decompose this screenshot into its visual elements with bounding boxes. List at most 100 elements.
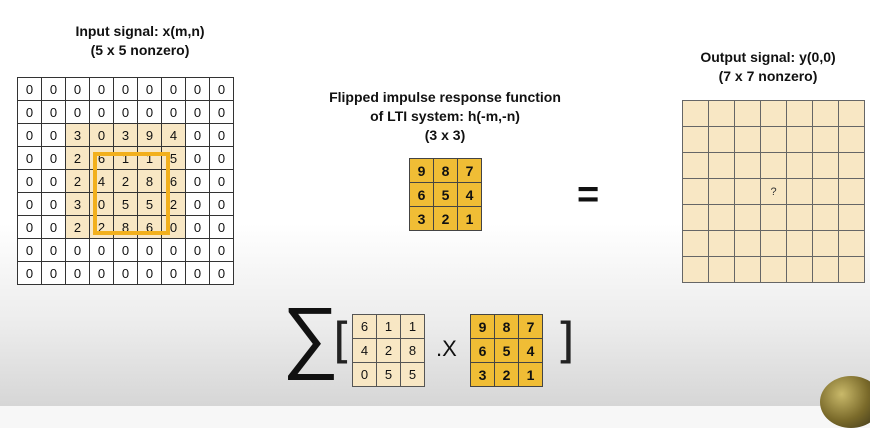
output-cell [787,257,813,283]
patch_grid-cell: 8 [401,339,425,363]
kernel_grid-cell: 6 [471,339,495,363]
input_grid-cell: 0 [138,239,162,262]
input_grid-cell: 0 [90,78,114,101]
output-cell [735,153,761,179]
output-cell [787,101,813,127]
output-cell [813,153,839,179]
kernel_grid-cell: 1 [519,363,543,387]
input_grid-cell: 0 [114,262,138,285]
patch_grid-row: 428 [353,339,425,363]
input_grid-cell: 0 [210,170,234,193]
input_grid-cell: 0 [18,262,42,285]
output-cell [683,127,709,153]
input_grid-cell: 0 [162,262,186,285]
input_grid-cell: 0 [42,78,66,101]
kernel_grid-cell: 7 [519,315,543,339]
output-cell [787,153,813,179]
kernel_grid-cell: 8 [495,315,519,339]
input_grid-cell: 0 [66,101,90,124]
input_grid-cell: 0 [186,78,210,101]
kernel_grid-cell: 5 [434,183,458,207]
right-bracket: ] [556,313,575,369]
output-cell [683,231,709,257]
output-cell [813,231,839,257]
input_grid-cell: 0 [186,147,210,170]
output-cell [683,101,709,127]
output-cell [787,205,813,231]
input_grid-cell: 0 [18,78,42,101]
input_grid-cell: 0 [210,239,234,262]
input_grid-cell: 0 [42,124,66,147]
output-grid: ? [682,100,865,283]
input_grid-cell: 0 [42,101,66,124]
patch_grid-cell: 5 [377,363,401,387]
input_grid-cell: 0 [186,262,210,285]
input_grid-cell: 0 [90,239,114,262]
input_grid-cell: 0 [18,170,42,193]
output-title: Output signal: y(0,0) (7 x 7 nonzero) [668,48,868,86]
output-cell [839,127,865,153]
output-cell [761,127,787,153]
patch_grid-cell: 1 [401,315,425,339]
kernel_grid-row: 321 [410,207,482,231]
kernel_grid-row: 654 [410,183,482,207]
output-cell [787,231,813,257]
input_grid-cell: 0 [18,147,42,170]
input_grid-cell: 0 [66,262,90,285]
output-cell [709,101,735,127]
output-row [683,231,865,257]
output-cell [735,127,761,153]
output-row [683,101,865,127]
kernel_grid-cell: 2 [495,363,519,387]
input_grid-cell: 0 [114,78,138,101]
output-row [683,257,865,283]
input_grid-cell: 0 [186,216,210,239]
input_grid-cell: 0 [210,101,234,124]
output-cell [839,231,865,257]
output-row [683,205,865,231]
input_grid-row: 000000000 [18,239,234,262]
kernel_grid-cell: 3 [471,363,495,387]
output-cell [709,257,735,283]
input_grid-cell: 2 [66,216,90,239]
input_grid-cell: 0 [114,239,138,262]
kernel_grid-cell: 8 [434,159,458,183]
input_grid-cell: 0 [186,101,210,124]
input_grid-cell: 0 [186,193,210,216]
output-cell [735,101,761,127]
output-cell [813,101,839,127]
input_grid-cell: 0 [18,124,42,147]
output-cell [709,231,735,257]
kernel_grid-cell: 9 [410,159,434,183]
kernel-title: Flipped impulse response function of LTI… [295,88,595,145]
output-cell [761,257,787,283]
corner-decoration [820,376,870,428]
output-cell [787,179,813,205]
input_grid-cell: 0 [210,147,234,170]
input_grid-cell: 0 [210,216,234,239]
patch_grid-cell: 0 [353,363,377,387]
output-cell [839,257,865,283]
summation-symbol: ∑ [282,296,339,376]
input_grid-cell: 0 [90,101,114,124]
input_grid-cell: 0 [138,78,162,101]
output-cell [683,257,709,283]
output-cell [761,205,787,231]
kernel_grid-cell: 4 [519,339,543,363]
kernel_grid-cell: 7 [458,159,482,183]
input_grid-cell: 0 [186,239,210,262]
output-cell [735,231,761,257]
input_grid-cell: 0 [162,78,186,101]
patch_grid-cell: 1 [377,315,401,339]
input_grid-cell: 0 [186,170,210,193]
output-cell [735,257,761,283]
output-cell [813,127,839,153]
output-cell [813,205,839,231]
output-cell [683,179,709,205]
input_grid-cell: 0 [210,193,234,216]
